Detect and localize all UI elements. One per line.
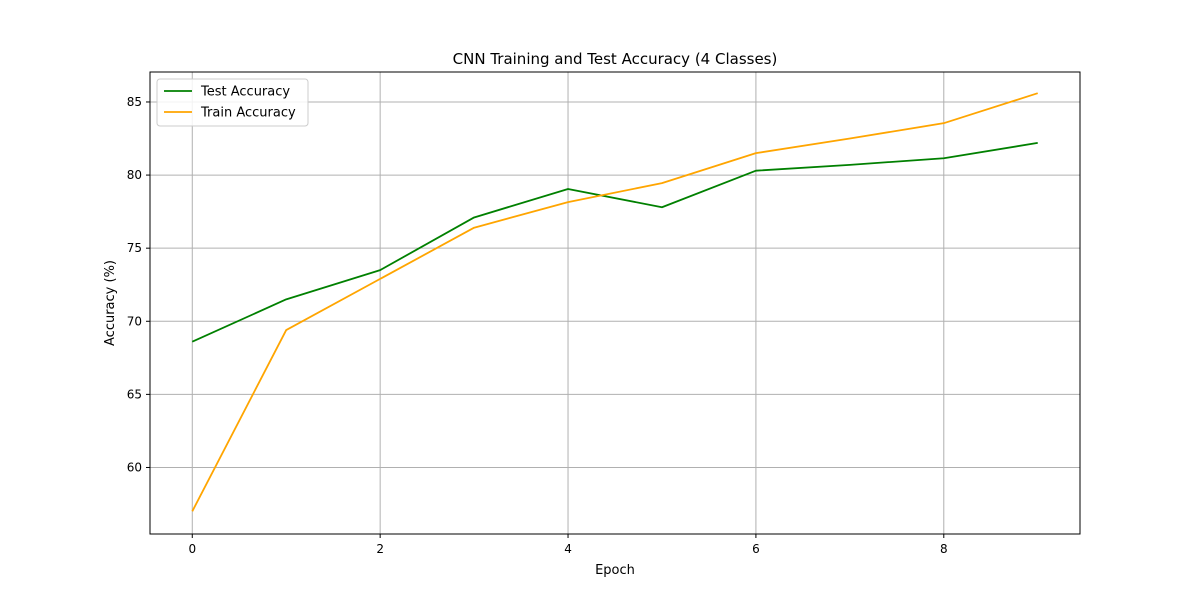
x-axis-label: Epoch bbox=[595, 563, 635, 578]
y-tick-label: 65 bbox=[127, 387, 142, 401]
legend: Test Accuracy Train Accuracy bbox=[156, 78, 309, 127]
x-tick-label: 6 bbox=[752, 542, 760, 556]
x-axis-ticks: 0 2 4 6 8 bbox=[188, 534, 948, 556]
series-line-test bbox=[191, 142, 1038, 343]
y-axis-label: Accuracy (%) bbox=[103, 260, 118, 346]
x-tick-label: 2 bbox=[376, 542, 384, 556]
y-axis-ticks: 60 65 70 75 80 85 bbox=[127, 95, 150, 474]
x-tick-label: 0 bbox=[188, 542, 196, 556]
y-tick-label: 70 bbox=[127, 314, 142, 328]
x-tick-label: 4 bbox=[564, 542, 572, 556]
grid bbox=[150, 72, 1080, 534]
legend-label: Train Accuracy bbox=[200, 106, 296, 121]
x-tick-label: 8 bbox=[940, 542, 948, 556]
legend-box bbox=[156, 78, 309, 127]
series-layer bbox=[191, 92, 1039, 512]
legend-label: Test Accuracy bbox=[200, 85, 290, 100]
y-tick-label: 85 bbox=[127, 95, 142, 109]
y-tick-label: 80 bbox=[127, 168, 142, 182]
series-line-train bbox=[191, 92, 1039, 512]
plot-frame bbox=[149, 71, 1081, 535]
y-tick-label: 75 bbox=[127, 241, 142, 255]
chart-title: CNN Training and Test Accuracy (4 Classe… bbox=[453, 50, 778, 68]
y-tick-label: 60 bbox=[127, 460, 142, 474]
